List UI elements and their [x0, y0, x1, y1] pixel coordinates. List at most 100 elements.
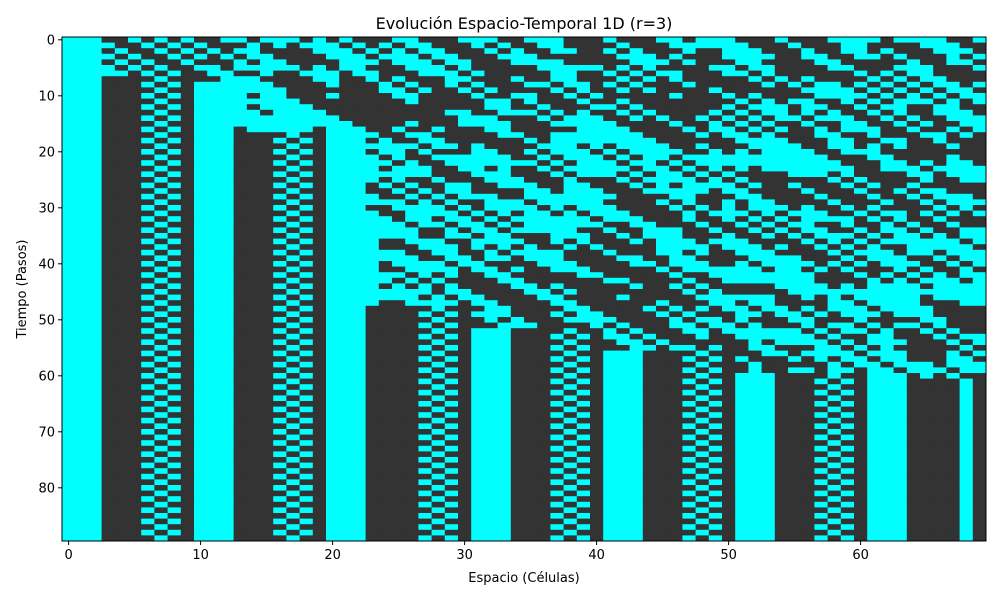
heatmap-cell: [273, 109, 287, 116]
heatmap-cell: [114, 143, 129, 150]
heatmap-cell: [114, 345, 129, 351]
heatmap-cell: [880, 339, 894, 346]
heatmap-cell: [840, 87, 855, 94]
heatmap-cell: [352, 154, 366, 161]
heatmap-cell: [180, 429, 195, 435]
heatmap-cell: [484, 406, 498, 413]
heatmap-cell: [669, 289, 683, 295]
heatmap-cell: [392, 65, 406, 71]
heatmap-cell: [260, 76, 274, 83]
heatmap-cell: [906, 53, 921, 60]
heatmap-cell: [959, 272, 974, 279]
heatmap-cell: [524, 305, 538, 312]
heatmap-cell: [827, 193, 842, 200]
heatmap-cell: [576, 367, 591, 374]
heatmap-cell: [510, 115, 525, 122]
heatmap-cell: [893, 115, 908, 122]
heatmap-cell: [101, 283, 116, 290]
heatmap-cell: [194, 277, 208, 284]
heatmap-cell: [260, 205, 274, 211]
heatmap-cell: [590, 322, 604, 329]
heatmap-cell: [893, 193, 908, 200]
heatmap-cell: [246, 417, 261, 424]
heatmap-cell: [761, 328, 776, 335]
heatmap-cell: [497, 188, 512, 195]
heatmap-cell: [180, 395, 195, 402]
heatmap-cell: [603, 143, 617, 150]
heatmap-cell: [788, 339, 802, 346]
heatmap-cell: [656, 272, 670, 279]
heatmap-cell: [906, 70, 921, 77]
heatmap-cell: [497, 283, 512, 290]
heatmap-cell: [299, 389, 314, 396]
heatmap-cell: [484, 165, 498, 172]
heatmap-cell: [827, 87, 842, 94]
heatmap-cell: [946, 395, 960, 402]
heatmap-cell: [444, 165, 459, 172]
heatmap-cell: [524, 328, 538, 335]
heatmap-cell: [524, 171, 538, 178]
heatmap-cell: [867, 205, 881, 211]
heatmap-cell: [840, 160, 855, 167]
heatmap-cell: [194, 384, 208, 391]
heatmap-cell: [840, 53, 855, 60]
heatmap-cell: [708, 339, 723, 346]
heatmap-cell: [207, 294, 221, 301]
heatmap-cell: [286, 373, 300, 379]
heatmap-cell: [537, 143, 551, 150]
heatmap-cell: [167, 188, 182, 195]
heatmap-cell: [695, 154, 710, 161]
heatmap-cell: [972, 210, 987, 217]
heatmap-cell: [220, 59, 234, 66]
heatmap-cell: [352, 109, 366, 116]
heatmap-cell: [867, 361, 881, 368]
heatmap-cell: [906, 132, 921, 139]
heatmap-cell: [365, 311, 380, 318]
heatmap-cell: [299, 249, 314, 256]
heatmap-cell: [708, 305, 723, 312]
heatmap-cell: [378, 98, 393, 105]
heatmap-cell: [471, 345, 485, 351]
heatmap-cell: [867, 104, 881, 111]
heatmap-cell: [194, 193, 208, 200]
heatmap-cell: [893, 417, 908, 424]
heatmap-cell: [590, 401, 604, 407]
heatmap-cell: [735, 356, 749, 363]
heatmap-cell: [233, 328, 248, 335]
heatmap-cell: [75, 109, 89, 116]
heatmap-cell: [167, 154, 182, 161]
heatmap-cell: [352, 322, 366, 329]
heatmap-cell: [444, 76, 459, 83]
heatmap-cell: [616, 59, 630, 66]
heatmap-cell: [656, 227, 670, 234]
heatmap-cell: [972, 48, 987, 55]
heatmap-cell: [801, 277, 815, 284]
heatmap-cell: [629, 143, 644, 150]
heatmap-cell: [339, 317, 353, 323]
heatmap-cell: [352, 311, 366, 318]
heatmap-cell: [774, 104, 789, 111]
heatmap-cell: [128, 81, 142, 88]
heatmap-cell: [748, 42, 762, 49]
heatmap-cell: [352, 361, 366, 368]
heatmap-cell: [312, 272, 327, 279]
heatmap-cell: [365, 289, 380, 295]
heatmap-cell: [814, 401, 828, 407]
heatmap-cell: [405, 283, 419, 290]
heatmap-cell: [260, 401, 274, 407]
heatmap-cell: [906, 37, 921, 43]
heatmap-cell: [497, 126, 512, 133]
heatmap-cell: [524, 65, 538, 71]
heatmap-cell: [180, 277, 195, 284]
heatmap-cell: [88, 434, 102, 441]
heatmap-cell: [576, 193, 591, 200]
heatmap-cell: [220, 37, 234, 43]
heatmap-cell: [75, 311, 89, 318]
heatmap-cell: [840, 177, 855, 183]
heatmap-cell: [339, 328, 353, 335]
heatmap-cell: [286, 238, 300, 245]
heatmap-cell: [524, 104, 538, 111]
heatmap-cell: [946, 188, 960, 195]
heatmap-cell: [458, 322, 472, 329]
heatmap-cell: [854, 317, 868, 323]
